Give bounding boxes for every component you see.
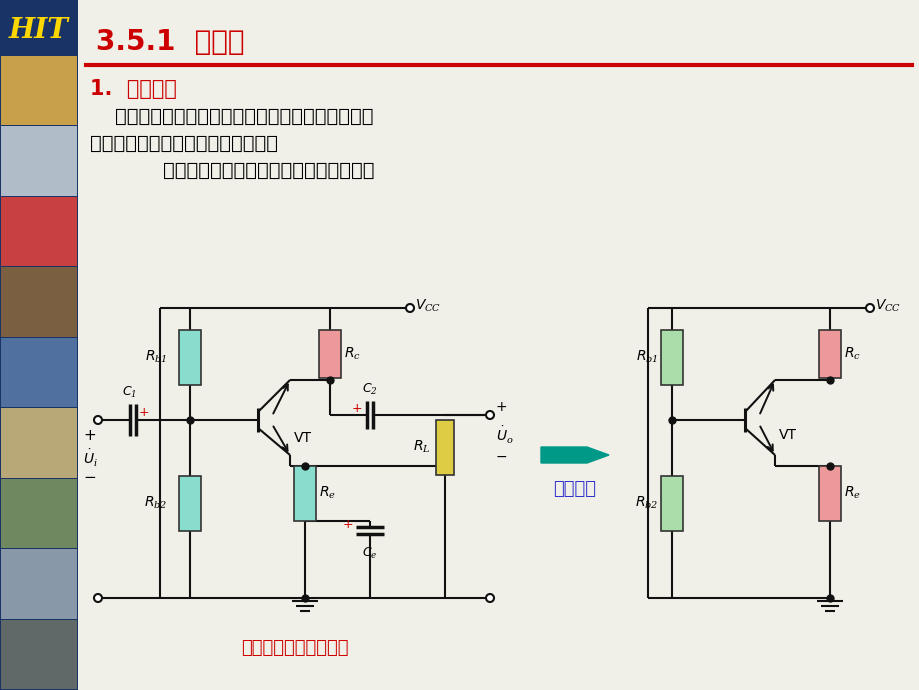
Text: +: + — [139, 406, 150, 419]
Text: 3.5.1  图解法: 3.5.1 图解法 — [96, 28, 244, 56]
Text: $R_{\mathregular{c}}$: $R_{\mathregular{c}}$ — [843, 346, 860, 362]
Text: 直流通路: 直流通路 — [553, 480, 596, 498]
Circle shape — [485, 411, 494, 419]
Bar — [0, 0, 78, 690]
FancyArrow shape — [540, 447, 608, 463]
Text: $R_{\mathregular{e}}$: $R_{\mathregular{e}}$ — [843, 485, 860, 501]
Text: 1.  静态分析: 1. 静态分析 — [90, 79, 176, 99]
Text: $\dot{U}_{\mathregular{o}}$: $\dot{U}_{\mathregular{o}}$ — [495, 424, 513, 446]
Text: $V_{\mathregular{CC}}$: $V_{\mathregular{CC}}$ — [874, 298, 901, 314]
Circle shape — [405, 304, 414, 312]
Bar — [1, 408, 77, 477]
Bar — [179, 476, 200, 531]
Bar — [319, 330, 341, 378]
Bar — [1, 126, 77, 196]
Text: $C_{\mathregular{2}}$: $C_{\mathregular{2}}$ — [362, 382, 378, 397]
Text: +: + — [351, 402, 361, 415]
Circle shape — [94, 416, 102, 424]
Text: $R_{\mathregular{c}}$: $R_{\mathregular{c}}$ — [344, 346, 360, 362]
Bar — [660, 330, 682, 385]
Bar — [294, 466, 315, 521]
Bar — [1, 267, 77, 337]
Text: VT: VT — [778, 428, 796, 442]
Bar — [1, 338, 77, 407]
Text: $R_{\mathregular{e}}$: $R_{\mathregular{e}}$ — [319, 485, 335, 501]
Text: $R_{\mathregular{b1}}$: $R_{\mathregular{b1}}$ — [144, 349, 167, 365]
Text: +: + — [342, 518, 353, 531]
Bar — [436, 420, 453, 475]
Text: 对分压偏置共射基本放大电路进行静态图解分析，: 对分压偏置共射基本放大电路进行静态图解分析， — [90, 106, 373, 126]
Text: $C_{\mathregular{e}}$: $C_{\mathregular{e}}$ — [362, 546, 378, 561]
Text: $R_{\mathregular{b1}}$: $R_{\mathregular{b1}}$ — [635, 349, 657, 365]
Text: −: − — [84, 471, 96, 486]
Circle shape — [485, 594, 494, 602]
Text: 分压偏置共射放大电路: 分压偏置共射放大电路 — [241, 639, 348, 657]
Bar — [1, 197, 77, 266]
Text: +: + — [495, 400, 507, 414]
Bar — [818, 330, 840, 378]
Text: $R_{\mathregular{L}}$: $R_{\mathregular{L}}$ — [413, 439, 430, 455]
Text: $C_{\mathregular{1}}$: $C_{\mathregular{1}}$ — [121, 385, 136, 400]
Circle shape — [865, 304, 873, 312]
Text: −: − — [495, 450, 507, 464]
Text: 求解静态工作点。其求解过程如下：: 求解静态工作点。其求解过程如下： — [90, 133, 278, 152]
Text: VT: VT — [294, 431, 312, 445]
Bar — [660, 476, 682, 531]
Text: $\dot{U}_{\mathregular{i}}$: $\dot{U}_{\mathregular{i}}$ — [83, 447, 97, 469]
Text: 先画出分压偏置共射放大电路的直流通路: 先画出分压偏置共射放大电路的直流通路 — [138, 161, 374, 179]
Text: $R_{\mathregular{b2}}$: $R_{\mathregular{b2}}$ — [143, 495, 167, 511]
Text: $R_{\mathregular{b2}}$: $R_{\mathregular{b2}}$ — [634, 495, 657, 511]
Text: HIT: HIT — [9, 17, 69, 43]
Bar — [1, 56, 77, 126]
Bar — [1, 620, 77, 689]
Bar — [1, 549, 77, 618]
Text: $V_{\mathregular{CC}}$: $V_{\mathregular{CC}}$ — [414, 298, 441, 314]
Bar — [1, 479, 77, 548]
Circle shape — [94, 594, 102, 602]
Text: +: + — [84, 428, 96, 444]
Bar — [818, 466, 840, 521]
Bar — [179, 330, 200, 385]
